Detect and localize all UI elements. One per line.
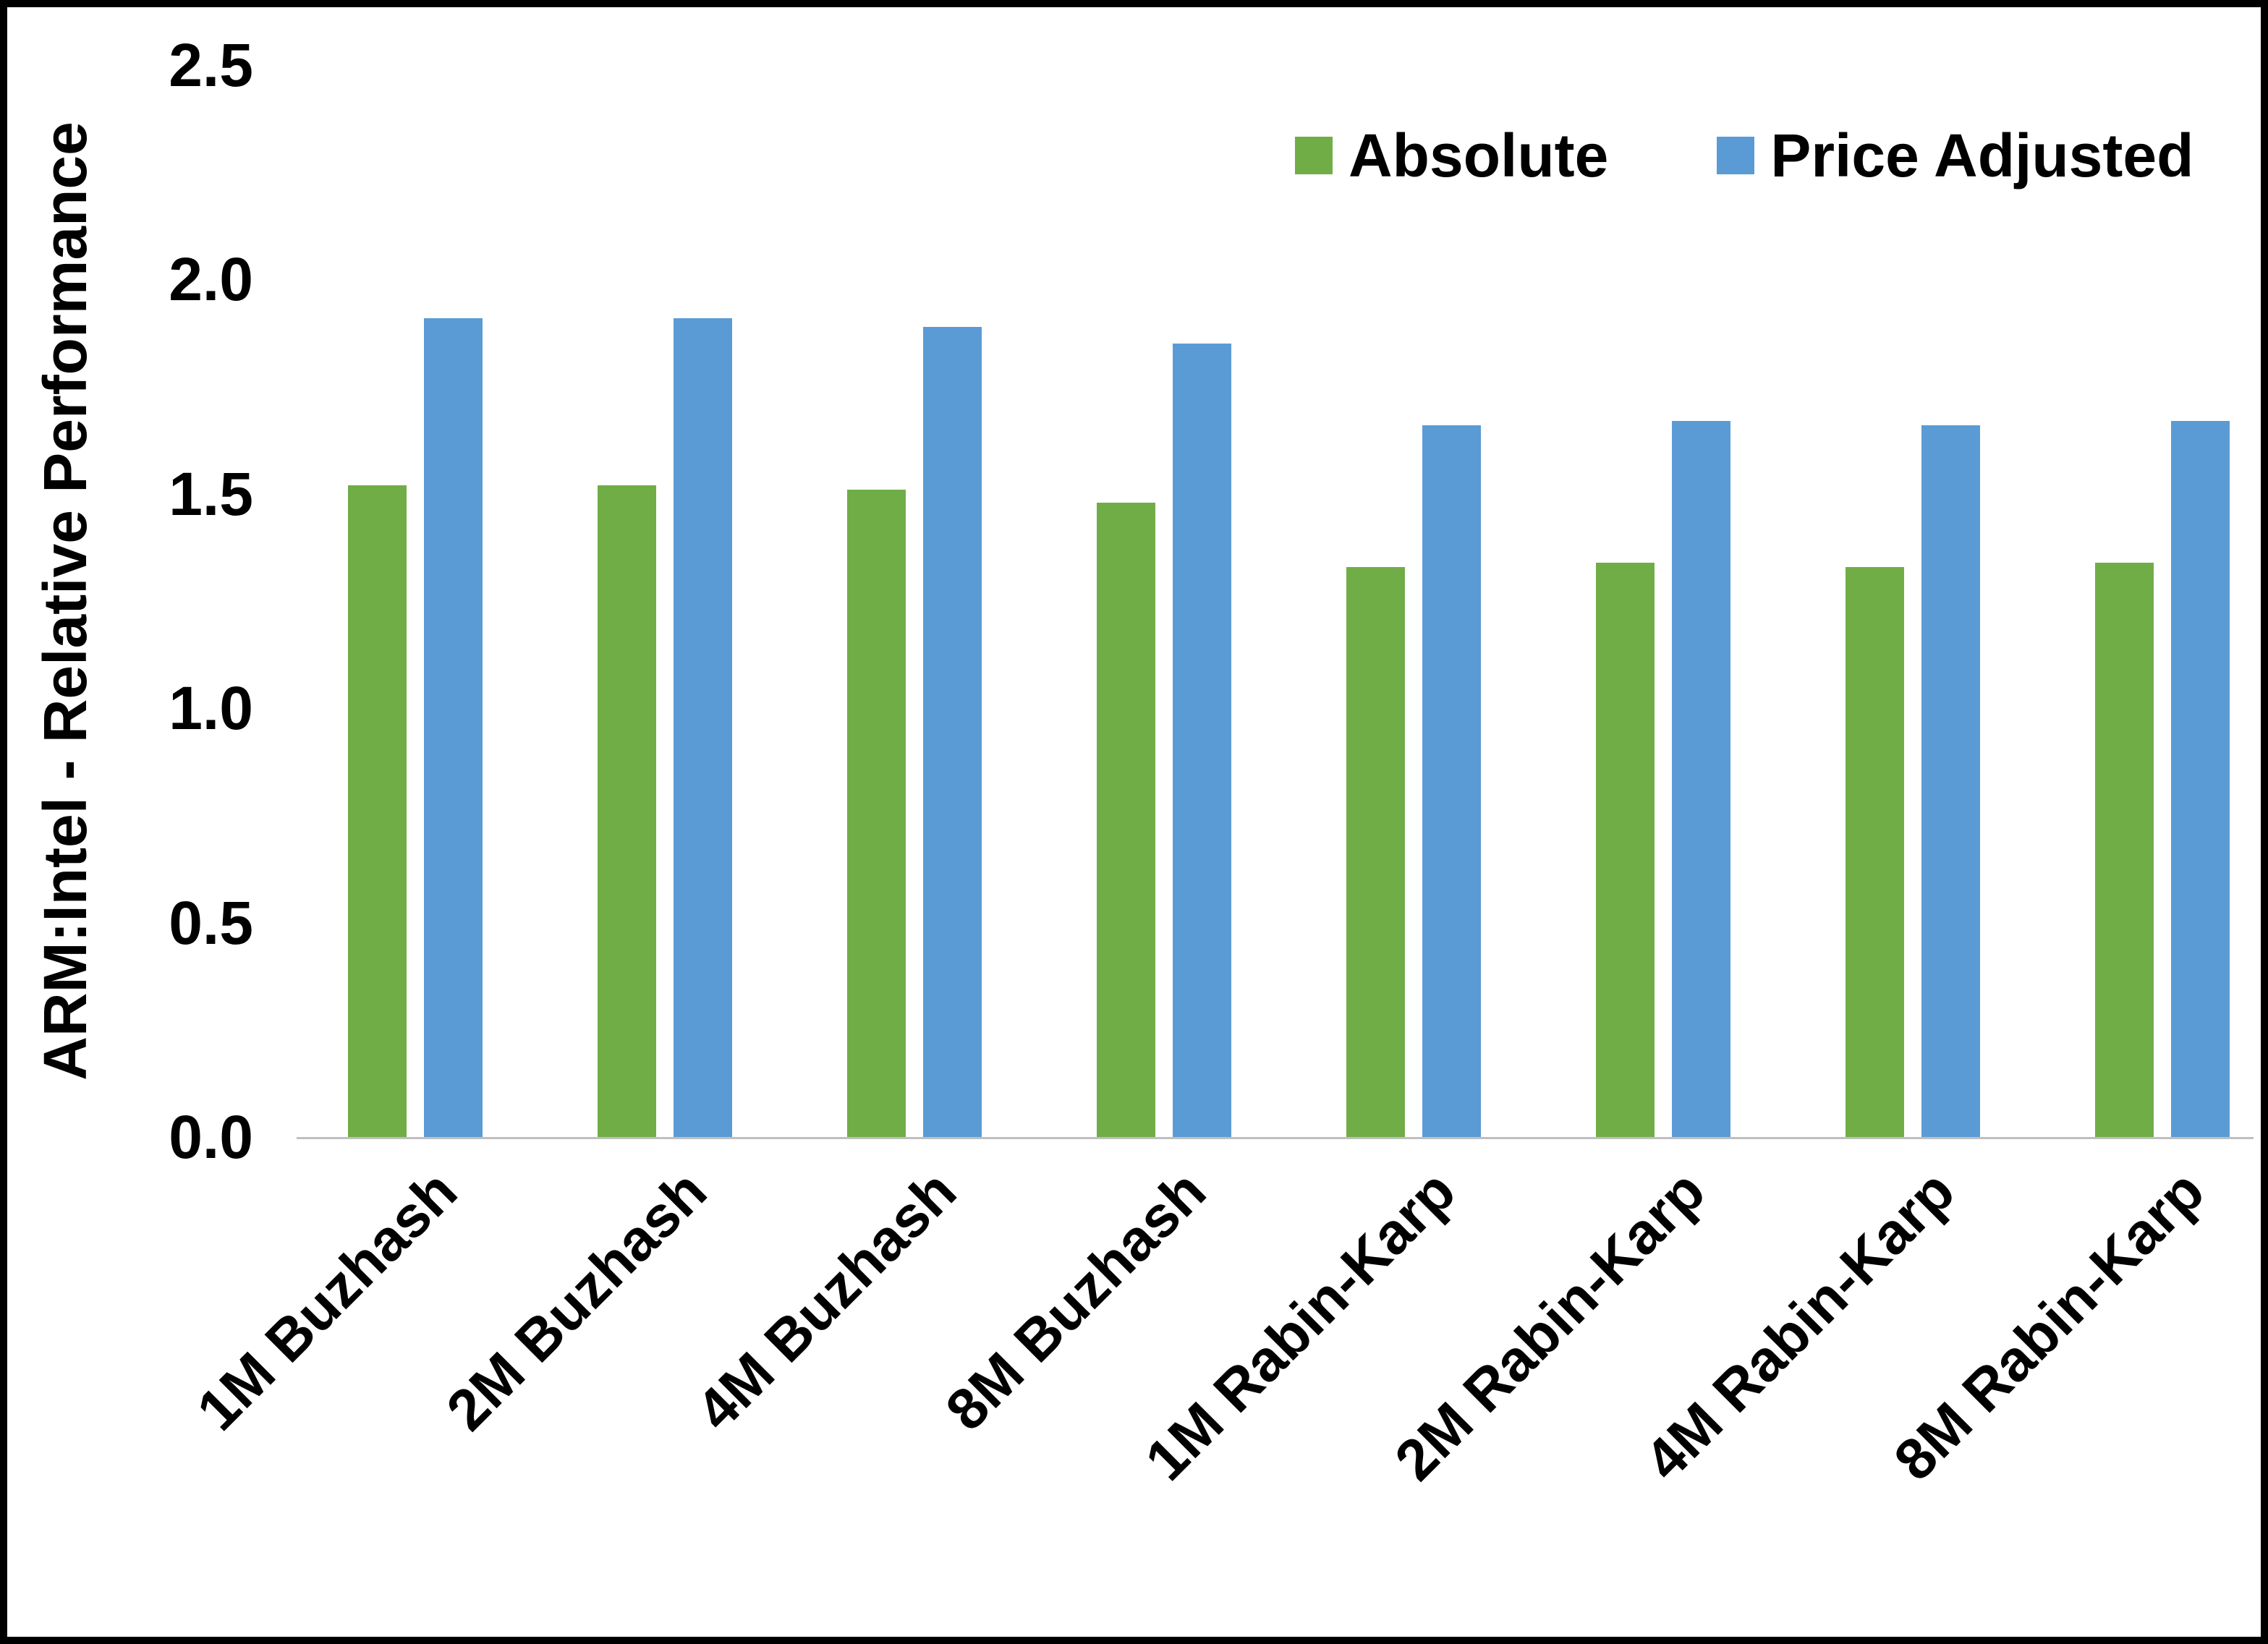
- x-tick-label: 8M Rabin-Karp: [1882, 1158, 2217, 1493]
- y-axis-title-wrap: ARM:Intel - Relative Performance: [14, 65, 116, 1137]
- x-tick-label: 2M Buzhash: [434, 1158, 719, 1443]
- bar-absolute: [1097, 503, 1155, 1137]
- bar-absolute: [2095, 563, 2154, 1137]
- bar-price-adjusted: [674, 318, 732, 1137]
- bar-absolute: [1346, 567, 1405, 1137]
- bar-price-adjusted: [1921, 425, 1980, 1137]
- legend: Absolute Price Adjusted: [1295, 119, 2193, 192]
- bar-absolute: [348, 485, 407, 1137]
- bar-price-adjusted: [2171, 421, 2230, 1137]
- bar-absolute: [847, 490, 906, 1137]
- legend-marker-icon: [1717, 137, 1755, 174]
- bar-absolute: [598, 485, 656, 1137]
- bar-price-adjusted: [1173, 344, 1231, 1137]
- x-tick-label: 4M Rabin-Karp: [1632, 1158, 1967, 1493]
- x-tick-label: 1M Rabin-Karp: [1133, 1158, 1468, 1493]
- bar-absolute: [1596, 563, 1655, 1137]
- bar-price-adjusted: [923, 327, 982, 1137]
- legend-entry: Price Adjusted: [1717, 119, 2193, 192]
- y-tick-label: 0.0: [169, 1103, 253, 1171]
- x-tick-label: 8M Buzhash: [933, 1158, 1218, 1443]
- bar-price-adjusted: [424, 318, 483, 1137]
- y-tick-label: 2.5: [169, 31, 253, 99]
- bar-absolute: [1846, 567, 1904, 1137]
- legend-label: Price Adjusted: [1770, 122, 2194, 189]
- legend-label: Absolute: [1349, 122, 1609, 189]
- y-tick-label: 2.0: [169, 245, 253, 314]
- x-tick-label: 1M Buzhash: [184, 1158, 470, 1443]
- legend-entry: Absolute: [1295, 119, 1608, 192]
- y-tick-label: 1.5: [169, 459, 253, 528]
- y-tick-label: 0.5: [169, 888, 253, 957]
- x-tick-label: 2M Rabin-Karp: [1383, 1158, 1717, 1493]
- y-tick-label: 1.0: [169, 674, 253, 743]
- legend-marker-icon: [1295, 137, 1333, 174]
- bar-price-adjusted: [1422, 425, 1481, 1137]
- plot-area: [297, 65, 2254, 1139]
- x-tick-label: 4M Buzhash: [684, 1158, 969, 1443]
- bar-price-adjusted: [1672, 421, 1730, 1137]
